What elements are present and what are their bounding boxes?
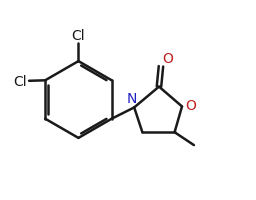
Text: Cl: Cl bbox=[72, 29, 85, 43]
Text: Cl: Cl bbox=[14, 74, 27, 88]
Text: O: O bbox=[162, 52, 173, 65]
Text: N: N bbox=[127, 91, 137, 105]
Text: O: O bbox=[186, 99, 196, 113]
